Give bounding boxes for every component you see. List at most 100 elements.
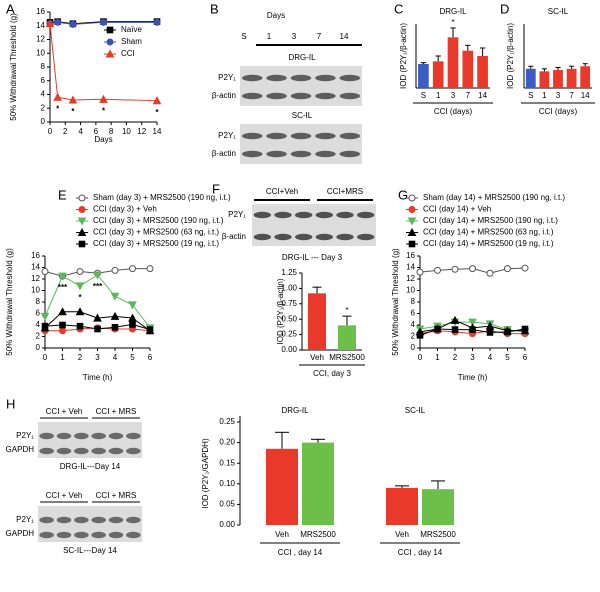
blot-image [38,506,142,542]
bar [302,442,334,525]
x-tick-label: S [528,91,533,100]
bar [580,66,591,88]
blot-band [56,531,72,539]
y-tick-label: 8 [36,297,41,306]
y-tick-label: 6 [36,309,41,318]
panel-letter: B [210,1,219,16]
y-tick-label: 0.10 [219,479,235,488]
y-tick-label: 2 [411,332,416,341]
blot-band [241,92,263,100]
x-tick-label: 14 [153,127,162,136]
marker [75,307,85,316]
x-tick-label: 3 [95,353,100,362]
blot-band [290,74,312,82]
blot-band [274,211,292,219]
blot-band [126,531,141,539]
blot-band [39,516,54,524]
marker [110,292,120,301]
y-tick-label: 4 [41,90,46,99]
y-axis-label: IOD (P2Y₁/β-actin) [276,278,285,344]
bar [422,489,454,525]
significance-mark: * [451,18,454,27]
bar [462,50,474,88]
panel-letter: F [212,181,220,196]
lane-label: 7 [317,32,322,41]
y-tick-label: 12 [406,274,415,283]
marker [486,269,494,277]
significance-mark: * [102,106,106,115]
blot-band [108,447,124,455]
marker [128,313,137,322]
bar [553,70,563,88]
blot-band [339,150,361,158]
lane-label: 1 [267,32,272,41]
blot-band [266,74,287,82]
y-tick-label: 0.00 [281,345,297,354]
y-axis-label: IOD (P2Y₁/GAPDH) [201,438,210,509]
x-tick-label: 7 [569,91,574,100]
y-tick-label: 4 [411,320,416,329]
blot-band [294,233,313,241]
x-tick-label: 2 [78,353,83,362]
series-label: MRS2500 [300,530,336,539]
y-tick-label: 4 [36,320,41,329]
x-tick-label: S [421,91,426,100]
legend-marker [105,49,115,58]
blot-title: SC-IL [292,111,313,120]
marker [434,266,441,274]
blot-band [253,211,272,219]
x-tick-label: 8 [109,127,114,136]
x-axis-label: Time (h) [458,373,488,382]
series-label: MRS2500 [420,530,456,539]
blot-band [339,74,361,82]
marker [93,271,102,280]
marker [416,268,424,276]
y-tick-label: 16 [406,251,415,260]
blot-band [39,432,54,440]
marker [58,307,67,316]
blot-row-label: β-actin [222,232,246,241]
y-tick-label: 0.15 [219,458,235,467]
significance-mark: * [155,108,159,117]
blot-band [315,132,336,140]
marker [54,18,62,26]
marker [469,265,476,273]
marker [93,313,102,322]
marker [111,324,119,331]
bar [539,71,550,88]
blot-band [91,447,106,455]
blot-band [74,447,89,455]
marker [41,322,49,330]
series-line [49,23,158,102]
blot-band [74,531,89,539]
marker [504,265,511,273]
blot-band [91,432,106,440]
blot-band [108,516,124,524]
blot-image [38,422,142,458]
x-axis-label: CCI , day 14 [398,548,443,557]
y-tick-label: 2 [36,332,41,341]
y-tick-label: 14 [36,21,45,30]
blot-group-label: CCI+MRS [327,187,363,196]
legend-marker [407,227,417,236]
legend-label: Naïve [121,25,142,34]
x-axis-label: CCI, day 3 [313,369,351,378]
chart-title: DRG-IL [439,7,467,16]
blot-band [241,132,263,140]
blot-band [91,531,106,539]
x-tick-label: 14 [478,91,487,100]
blot-caption: DRG-IL --- Day 3 [282,253,343,262]
blot-band [315,233,334,241]
x-tick-label: 7 [466,91,471,100]
y-tick-label: 6 [411,309,416,318]
y-axis-label: 50% Withdrawal Threshold (g) [391,248,400,356]
bar [338,325,356,350]
blot-band [108,432,124,440]
x-tick-label: 1 [436,91,441,100]
marker [451,326,459,333]
x-tick-label: 14 [581,91,590,100]
blot-band [266,92,287,100]
bar [386,487,418,525]
y-tick-label: 16 [36,7,45,16]
